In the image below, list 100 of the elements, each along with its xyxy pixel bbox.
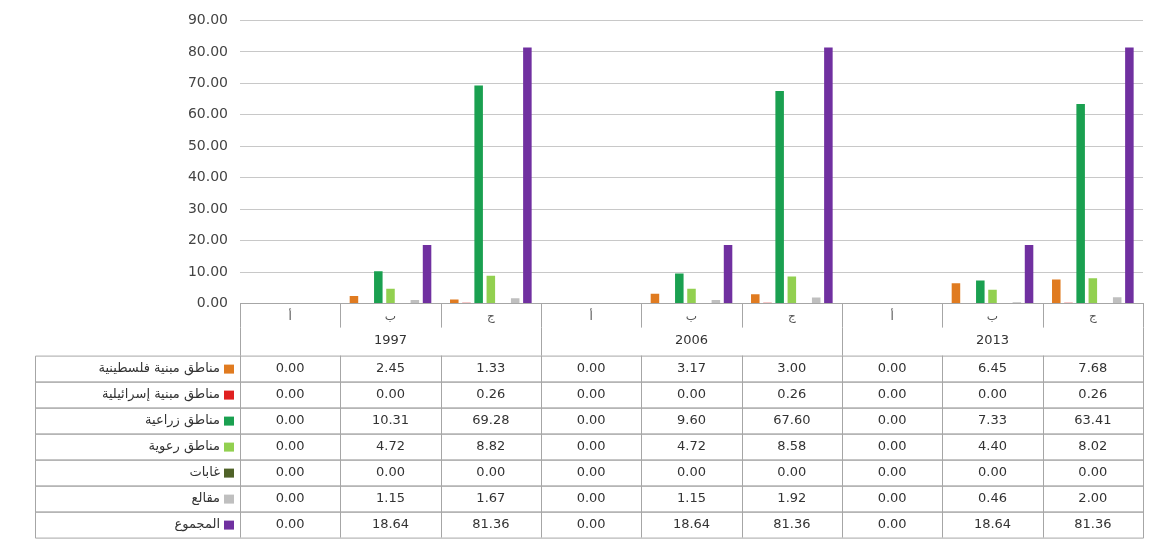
x-tick-label: ج — [1088, 308, 1097, 323]
x-tick-label: ج — [486, 308, 495, 323]
y-tick-label: 60.00 — [187, 105, 228, 122]
data-label: 1.33 — [476, 359, 506, 375]
bar — [1112, 297, 1122, 304]
legend-label: مناطق زراعية — [145, 411, 220, 428]
data-label: 4.40 — [978, 437, 1007, 453]
bar — [687, 288, 696, 304]
bar — [1125, 47, 1134, 304]
data-label: 0.00 — [677, 385, 706, 401]
text: 1997 — [373, 331, 408, 347]
data-label: 0.00 — [576, 489, 606, 505]
bar — [374, 271, 383, 304]
bar — [523, 47, 532, 304]
data-label: 10.31 — [371, 411, 410, 427]
data-label: 0.00 — [275, 437, 305, 453]
data-label: 7.33 — [978, 411, 1007, 427]
y-tick-label: 70.00 — [187, 73, 228, 90]
bar — [988, 289, 997, 304]
bar — [675, 273, 684, 304]
bar — [474, 85, 483, 304]
data-label: 18.64 — [672, 515, 711, 531]
data-label: 0.00 — [877, 359, 907, 375]
bar — [349, 295, 359, 304]
data-label: 8.82 — [476, 437, 506, 453]
y-tick-label: 40.00 — [187, 168, 228, 185]
x-tick-label: أ — [589, 307, 593, 323]
data-label: 18.64 — [973, 515, 1012, 531]
data-label: 4.72 — [677, 437, 706, 453]
y-tick-label: 0.00 — [196, 294, 228, 311]
text: 2013 — [975, 331, 1010, 347]
x-tick-label: أ — [288, 307, 292, 323]
legend-label: مقالع — [191, 489, 220, 506]
data-label: 2.45 — [376, 359, 405, 375]
data-label: 81.36 — [773, 515, 811, 531]
data-label: 7.68 — [1078, 359, 1108, 375]
data-label: 1.15 — [677, 489, 706, 505]
data-label: 2.00 — [1078, 489, 1108, 505]
bar — [486, 275, 496, 304]
data-label: 1.15 — [376, 489, 405, 505]
data-label: 3.00 — [777, 359, 807, 375]
data-label: 0.00 — [978, 385, 1007, 401]
data-label: 0.26 — [1078, 385, 1108, 401]
data-label: 0.00 — [777, 463, 807, 479]
bar — [1024, 244, 1034, 304]
y-tick-label: 90.00 — [187, 11, 228, 28]
bar — [1052, 279, 1061, 304]
legend-label: مناطق مبنية إسرائيلية — [101, 385, 220, 402]
data-label: 0.00 — [576, 437, 606, 453]
data-label: 6.45 — [978, 359, 1007, 375]
bar — [751, 294, 760, 304]
data-label: 63.41 — [1074, 411, 1112, 427]
y-tick-label: 10.00 — [187, 262, 228, 279]
data-label: 0.00 — [275, 463, 305, 479]
data-label: 0.00 — [877, 463, 907, 479]
data-label: 81.36 — [1074, 515, 1112, 531]
bar — [1088, 278, 1098, 304]
data-label: 69.28 — [472, 411, 510, 427]
text: 2006 — [674, 331, 709, 347]
data-label: 0.00 — [275, 515, 305, 531]
bar — [1076, 104, 1085, 304]
data-label: 8.02 — [1078, 437, 1108, 453]
bar — [787, 276, 797, 304]
legend-label: المجموع — [174, 515, 220, 532]
bar — [450, 299, 459, 304]
legend-label: مناطق مبنية فلسطينية — [98, 359, 220, 376]
data-label: 0.00 — [677, 463, 706, 479]
y-tick-label: 20.00 — [187, 231, 228, 248]
bar — [824, 47, 833, 304]
legend-label: غابات — [189, 463, 221, 479]
data-label: 0.00 — [576, 463, 606, 479]
data-label: 81.36 — [472, 515, 510, 531]
x-tick-label: ب — [986, 308, 999, 323]
bar — [775, 90, 784, 304]
y-tick-label: 50.00 — [187, 136, 228, 153]
data-label: 0.00 — [576, 515, 606, 531]
data-label: 0.00 — [376, 385, 405, 401]
bar — [386, 288, 395, 304]
data-label: 0.00 — [576, 359, 606, 375]
data-label: 8.58 — [777, 437, 807, 453]
data-label: 67.60 — [773, 411, 811, 427]
data-label: 1.92 — [777, 489, 807, 505]
bar — [723, 244, 733, 304]
data-label: 0.46 — [978, 489, 1007, 505]
data-label: 0.00 — [376, 463, 405, 479]
data-label: 0.00 — [576, 385, 606, 401]
y-tick-label: 80.00 — [187, 42, 228, 59]
data-label: 9.60 — [677, 411, 706, 427]
x-tick-label: ج — [787, 308, 796, 323]
data-label: 3.17 — [677, 359, 706, 375]
bar — [510, 298, 520, 304]
data-label: 0.00 — [576, 411, 606, 427]
data-label: 0.00 — [275, 411, 305, 427]
data-label: 0.00 — [877, 489, 907, 505]
data-label: 18.64 — [371, 515, 410, 531]
data-label: 1.67 — [476, 489, 506, 505]
legend-label: مناطق رعوية — [148, 437, 220, 454]
bar — [976, 280, 985, 304]
data-label: 0.26 — [777, 385, 807, 401]
data-label: 4.72 — [376, 437, 405, 453]
